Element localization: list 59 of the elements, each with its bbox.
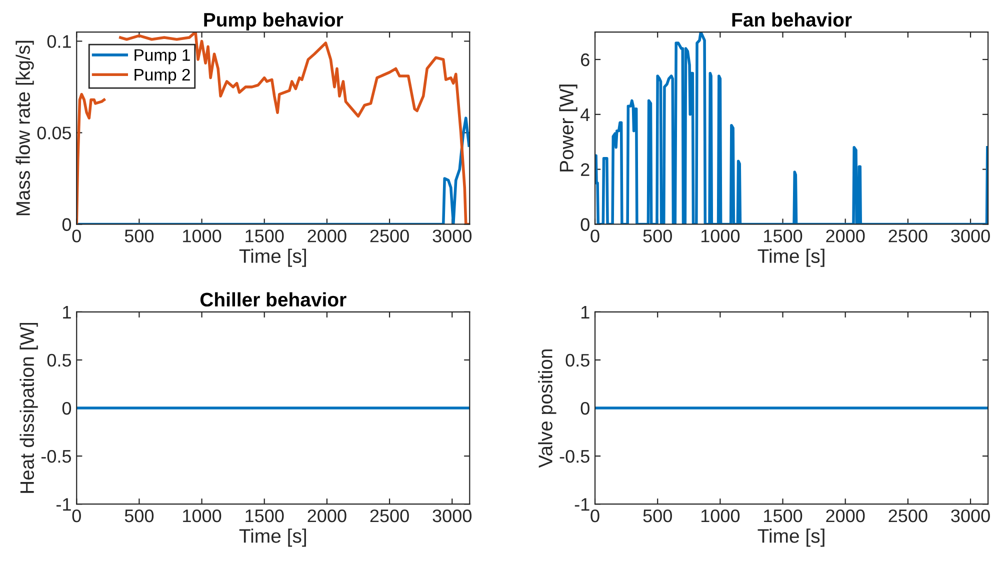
x-tick-label: 1000 [183, 509, 222, 522]
x-tick-label: 500 [643, 230, 672, 242]
x-axis-title: Time [s] [239, 528, 306, 547]
legend-label: Pump 1 [134, 49, 190, 64]
x-tick-label: 1500 [764, 509, 802, 522]
x-tick-label: 1500 [764, 230, 802, 242]
y-tick-label: 4 [580, 108, 590, 121]
x-tick-label: 1000 [701, 509, 740, 522]
y-tick-label: 0 [580, 402, 590, 415]
chart-title: Fan behavior [732, 12, 852, 27]
chart-title: Pump behavior [204, 12, 344, 31]
y-axis-title: Heat dissipation [W] [20, 322, 38, 493]
x-tick-label: 0 [72, 230, 81, 242]
x-tick-label: 1000 [183, 230, 222, 242]
x-tick-label: 2500 [370, 509, 409, 522]
line-series [595, 32, 988, 224]
y-axis-title: Mass flow rate [kg/s] [16, 40, 34, 216]
x-tick-label: 0 [590, 230, 600, 242]
x-tick-label: 1000 [701, 230, 740, 242]
y-tick-label: 1 [63, 306, 71, 318]
x-axis-title: Time [s] [758, 248, 824, 267]
x-tick-label: 500 [643, 509, 672, 522]
x-tick-label: 3000 [432, 509, 472, 522]
y-tick-label: 0.1 [47, 35, 71, 48]
y-tick-label: 2 [581, 163, 590, 176]
x-tick-label: 3000 [951, 230, 990, 242]
x-tick-label: 0 [72, 509, 81, 522]
chart-title: Chiller behavior [200, 292, 346, 307]
y-tick-label: 0 [580, 218, 590, 231]
y-tick-label: -0.5 [41, 450, 71, 463]
x-tick-label: 2500 [888, 230, 928, 242]
x-tick-label: 2500 [888, 509, 928, 522]
y-tick-label: 6 [581, 53, 590, 66]
y-tick-label: -1 [574, 498, 590, 511]
x-tick-label: 500 [124, 509, 154, 522]
x-tick-label: 2000 [308, 509, 346, 522]
x-tick-label: 2500 [370, 230, 409, 242]
x-tick-label: 1500 [246, 230, 284, 242]
y-tick-label: 0.05 [37, 126, 71, 140]
x-tick-label: 0 [590, 509, 600, 522]
y-tick-label: 0.5 [566, 354, 590, 367]
y-axis-title: Valve position [538, 349, 556, 468]
x-axis-title: Time [s] [239, 248, 306, 267]
y-tick-label: 0.5 [47, 354, 71, 367]
x-tick-label: 2000 [308, 230, 346, 242]
y-tick-label: 0 [62, 218, 72, 231]
y-tick-label: -0.5 [560, 450, 590, 463]
x-tick-label: 2000 [826, 230, 865, 242]
x-tick-label: 500 [124, 230, 154, 242]
y-tick-label: -1 [56, 498, 71, 511]
x-tick-label: 2000 [826, 509, 865, 522]
y-axis-title: Power [W] [559, 84, 578, 172]
y-tick-label: 1 [581, 306, 590, 318]
x-tick-label: 3000 [951, 509, 990, 522]
y-tick-label: 0 [62, 402, 72, 415]
x-tick-label: 1500 [246, 509, 284, 522]
x-tick-label: 3000 [432, 230, 472, 242]
x-axis-title: Time [s] [758, 528, 824, 547]
legend-label: Pump 2 [134, 68, 190, 84]
